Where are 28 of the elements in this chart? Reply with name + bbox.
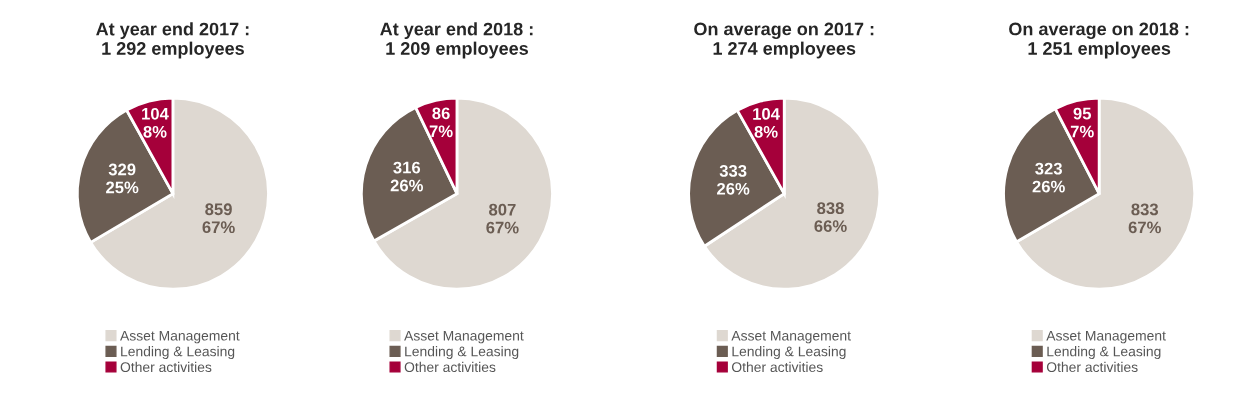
legend-label: Lending & Leasing [405, 346, 519, 360]
legend-label: Lending & Leasing [121, 346, 235, 360]
data-label: 329 25% [106, 163, 139, 194]
legend-label: Lending & Leasing [1047, 346, 1161, 360]
data-label: 95 7% [1070, 107, 1094, 138]
legend-label: Other activities [1046, 361, 1138, 373]
data-label: 86 7% [429, 107, 453, 138]
data-label: 104 8% [142, 107, 169, 138]
data-label: 838 66% [814, 202, 847, 233]
data-label: 316 26% [390, 161, 424, 192]
data-label: 333 26% [717, 164, 750, 195]
data-label: 104 8% [753, 107, 780, 138]
data-label: 323 26% [1032, 162, 1065, 193]
data-label: 859 67% [202, 203, 235, 234]
legend-label: Asset Management [731, 330, 851, 344]
chart-title: On average on 2018 : 1 251 employees [1009, 22, 1189, 59]
legend-label: Asset Management [120, 330, 240, 344]
legend-label: Other activities [732, 361, 823, 373]
data-label: 807 67% [486, 203, 519, 234]
legend-label: Asset Management [1046, 330, 1166, 344]
legend-label: Other activities [120, 361, 212, 373]
chart-title: On average on 2017 : 1 274 employees [694, 22, 874, 59]
chart-title: At year end 2017 : 1 292 employees [96, 22, 249, 59]
chart-title: At year end 2018 : 1 209 employees [380, 22, 533, 59]
data-label: 833 67% [1128, 203, 1161, 234]
legend-label: Lending & Leasing [732, 346, 846, 360]
legend-label: Asset Management [404, 330, 524, 344]
legend-label: Other activities [404, 361, 496, 373]
